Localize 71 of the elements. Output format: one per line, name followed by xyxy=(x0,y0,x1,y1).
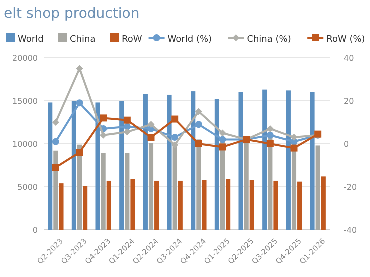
bar xyxy=(120,101,124,230)
point xyxy=(148,134,155,142)
point xyxy=(195,140,202,148)
bar xyxy=(154,180,160,230)
legend-label: RoW xyxy=(122,35,142,45)
point xyxy=(195,108,202,116)
y-tick-label: 10000 xyxy=(12,140,38,149)
legend-label: RoW (%) xyxy=(326,35,366,45)
bar xyxy=(59,184,64,230)
y-tick-label: 5000 xyxy=(18,183,38,192)
point xyxy=(172,134,179,142)
bar xyxy=(321,176,326,230)
legend-label: World xyxy=(18,35,44,45)
point xyxy=(172,116,179,123)
y2-tick-label: -20 xyxy=(344,183,358,192)
point xyxy=(52,138,60,146)
bar xyxy=(316,146,320,230)
legend-label: China xyxy=(70,35,96,45)
bar xyxy=(262,90,268,230)
bar xyxy=(96,102,100,230)
point xyxy=(266,125,274,132)
y-tick-label: 0 xyxy=(32,226,38,235)
point xyxy=(290,134,298,142)
bar xyxy=(196,140,202,230)
bar xyxy=(130,179,136,230)
bar xyxy=(125,153,130,230)
bar xyxy=(83,186,88,230)
point xyxy=(124,128,131,136)
point xyxy=(76,149,84,156)
bar xyxy=(238,92,244,230)
bar xyxy=(77,144,82,230)
bar xyxy=(226,179,231,230)
point xyxy=(52,119,60,126)
bar xyxy=(202,180,207,230)
point xyxy=(266,132,274,139)
bar xyxy=(268,138,273,230)
legend-label: China (%) xyxy=(247,35,292,45)
legend-label: World (%) xyxy=(168,35,212,45)
y2-tick-label: 40 xyxy=(344,54,354,63)
bar xyxy=(148,143,154,230)
bar xyxy=(101,153,106,230)
point xyxy=(100,132,108,139)
point xyxy=(100,114,108,122)
bar xyxy=(310,92,315,230)
point xyxy=(290,144,298,152)
bar xyxy=(143,94,148,230)
point xyxy=(76,100,84,107)
bar xyxy=(54,150,58,230)
y2-tick-label: 0 xyxy=(344,140,350,149)
chart-title: elt shop production xyxy=(4,6,140,22)
bar xyxy=(250,180,254,230)
point xyxy=(219,144,226,151)
point xyxy=(219,130,226,137)
point xyxy=(172,142,179,149)
bar xyxy=(274,180,278,230)
point xyxy=(52,164,60,172)
point xyxy=(148,121,155,128)
point xyxy=(76,65,84,72)
y2-tick-label: 20 xyxy=(344,97,354,106)
y2-tick-label: -40 xyxy=(344,226,358,235)
bar xyxy=(106,180,112,230)
y-tick-label: 20000 xyxy=(12,54,38,63)
point xyxy=(124,116,131,124)
y-tick-label: 15000 xyxy=(12,97,38,106)
bar xyxy=(214,99,220,230)
bar xyxy=(72,101,76,230)
point xyxy=(219,136,226,144)
bar xyxy=(191,92,196,230)
bar xyxy=(48,102,53,230)
point xyxy=(195,121,202,128)
point xyxy=(266,140,274,148)
